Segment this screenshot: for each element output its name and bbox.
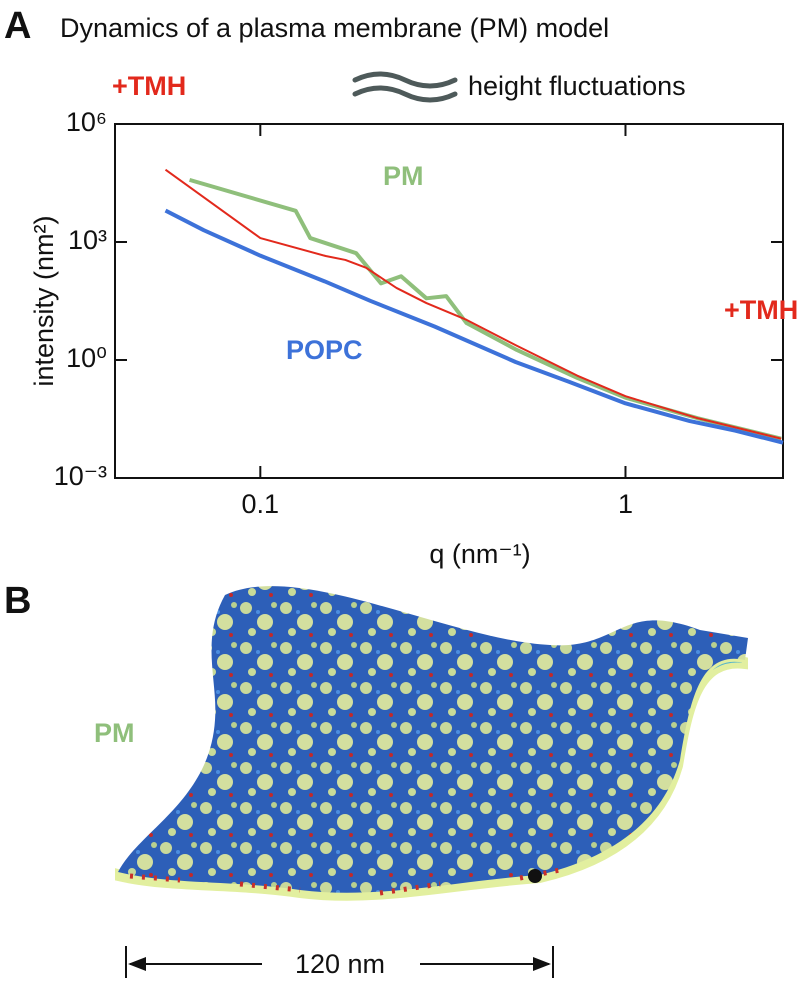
corner-label: +TMH [112, 71, 186, 101]
y-tick-label: 10⁰ [66, 343, 107, 373]
series-line [164, 208, 784, 445]
series-label: POPC [286, 335, 363, 365]
y-axis-label: intensity (nm²) [29, 215, 59, 386]
x-axis-label: q (nm⁻¹) [429, 539, 530, 569]
sheet-label: PM [94, 718, 135, 748]
panel-label: A [4, 5, 31, 47]
panel-label: B [4, 580, 31, 622]
chart-title: Dynamics of a plasma membrane (PM) model [60, 13, 609, 43]
series-label: PM [383, 161, 424, 191]
series-line [164, 168, 782, 440]
y-tick-label: 10³ [68, 225, 107, 255]
series-label: +TMH [724, 295, 798, 325]
scale-bar-label: 120 nm [295, 949, 385, 979]
scale-bar [125, 946, 554, 978]
plot-frame [114, 123, 784, 479]
x-tick-label: 1 [618, 489, 633, 519]
series-line [188, 177, 782, 441]
y-tick-label: 10⁻³ [54, 461, 107, 491]
subtitle: height fluctuations [468, 71, 686, 101]
wave-icon [352, 71, 458, 103]
membrane-render [115, 586, 748, 901]
x-tick-label: 0.1 [242, 489, 280, 519]
y-tick-label: 10⁶ [66, 107, 107, 137]
